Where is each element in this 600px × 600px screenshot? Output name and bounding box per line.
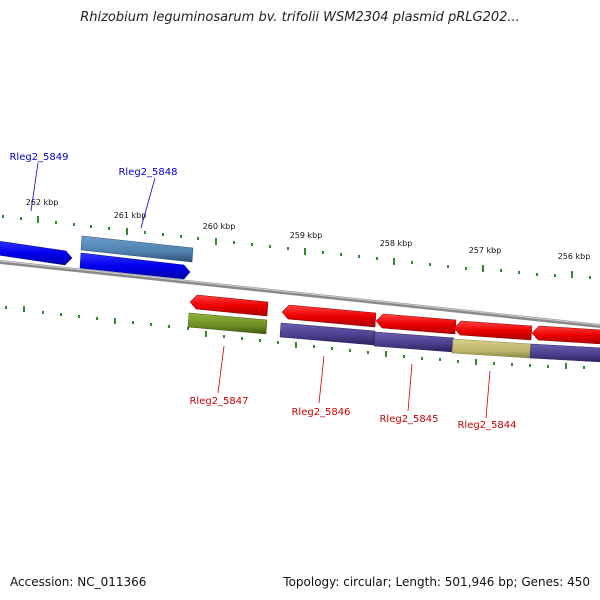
tick-label: 260 kbp: [203, 222, 236, 231]
tick-label: 262 kbp: [26, 198, 59, 207]
cog-box-rleg2-5844[interactable]: [451, 338, 532, 359]
gene-label-rleg2-5844[interactable]: Rleg2_5844: [457, 420, 516, 431]
reverse-strand-features: [187, 294, 600, 363]
accession-text: Accession: NC_011366: [10, 575, 147, 589]
cog-box-rleg2-5847[interactable]: [187, 312, 268, 335]
gene-feature-rleg2-5847[interactable]: [189, 294, 269, 317]
cog-box-rleg2-5848[interactable]: [80, 235, 194, 263]
gene-feature-rleg2-5845[interactable]: [375, 313, 457, 335]
gene-feature-rleg2-5849[interactable]: [0, 241, 73, 266]
genome-backbone: [0, 260, 600, 328]
cog-box-rleg2-5846[interactable]: [279, 322, 376, 346]
gene-label-rleg2-5849[interactable]: Rleg2_5849: [9, 152, 68, 163]
genome-backbone-highlight: [0, 260, 600, 326]
cog-box-rleg2-5845[interactable]: [373, 331, 455, 353]
tick-label: 261 kbp: [114, 211, 147, 220]
lower-tick-track: [5, 306, 585, 369]
tick-label: 258 kbp: [380, 239, 413, 248]
cog-box-unlabelled[interactable]: [529, 343, 600, 363]
map-title: Rhizobium leguminosarum bv. trifolii WSM…: [80, 10, 520, 25]
tick-label: 259 kbp: [290, 231, 323, 240]
gene-feature-rleg2-5848[interactable]: [79, 252, 191, 280]
gene-label-rleg2-5847[interactable]: Rleg2_5847: [189, 396, 248, 407]
forward-strand-features: [0, 235, 194, 280]
genome-summary-text: Topology: circular; Length: 501,946 bp; …: [283, 575, 590, 589]
label-leaders: [30, 162, 491, 419]
gene-feature-unlabelled[interactable]: [531, 325, 600, 345]
gene-label-rleg2-5846[interactable]: Rleg2_5846: [291, 407, 350, 418]
tick-label: 256 kbp: [558, 252, 591, 261]
gene-label-rleg2-5845[interactable]: Rleg2_5845: [379, 414, 438, 425]
gene-label-rleg2-5848[interactable]: Rleg2_5848: [118, 167, 177, 178]
tick-label: 257 kbp: [469, 246, 502, 255]
gene-feature-rleg2-5844[interactable]: [453, 320, 533, 341]
gene-feature-rleg2-5846[interactable]: [281, 304, 377, 328]
upper-tick-track: [2, 215, 591, 279]
